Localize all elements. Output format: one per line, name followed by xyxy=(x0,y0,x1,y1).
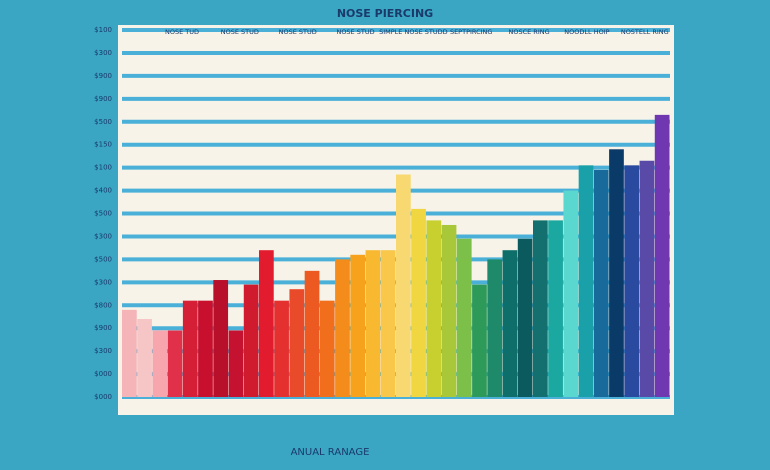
bar xyxy=(137,319,152,397)
bar xyxy=(274,300,289,397)
bar xyxy=(441,224,457,397)
bar xyxy=(122,309,137,397)
y-tick-label: $000 xyxy=(94,370,112,378)
y-tick-label: $500 xyxy=(94,210,112,218)
y-tick-label: $300 xyxy=(94,49,112,57)
bar xyxy=(380,250,396,397)
chart-title: NOSE PIERCING xyxy=(337,7,433,20)
bar xyxy=(365,250,381,397)
y-tick-label: $300 xyxy=(94,232,112,240)
bar xyxy=(472,284,487,397)
y-tick-label: $100 xyxy=(94,26,112,34)
bar xyxy=(198,300,213,397)
y-tick-label: $300 xyxy=(94,278,112,286)
annotation: NOSCE RING xyxy=(508,28,549,36)
bar xyxy=(533,220,548,397)
bar xyxy=(213,280,229,397)
bar xyxy=(639,160,655,397)
annotation: NOODLL HOIP xyxy=(564,28,609,36)
y-tick-label: $900 xyxy=(94,324,112,332)
bar xyxy=(228,330,244,397)
x-axis-label: ANUAL RANAGE xyxy=(291,447,370,458)
annotation: SIMPLE NOSE STUDD xyxy=(379,28,448,36)
y-tick-label: $900 xyxy=(94,95,112,103)
bar xyxy=(152,330,168,397)
y-tick-label: $100 xyxy=(94,164,112,172)
y-tick-label: $500 xyxy=(94,255,112,263)
annotation: NOSE STUD xyxy=(279,28,317,36)
bar xyxy=(502,250,518,397)
bar xyxy=(426,220,442,397)
bar xyxy=(624,165,640,397)
annotation: NOSE TUD xyxy=(165,28,199,36)
bar xyxy=(304,270,320,397)
annotation: SEPTPIRCING xyxy=(450,28,493,36)
bar xyxy=(319,300,335,397)
bar xyxy=(350,254,366,397)
y-tick-label: $800 xyxy=(94,301,112,309)
annotation: NOSTELL RING xyxy=(621,28,669,36)
bar xyxy=(167,330,183,397)
annotation: NOSE STUD xyxy=(336,28,374,36)
bar xyxy=(396,174,411,397)
y-tick-label: $500 xyxy=(94,118,112,126)
bar xyxy=(654,114,670,398)
bar xyxy=(548,220,563,397)
bar xyxy=(487,259,503,397)
bar xyxy=(289,289,305,397)
bar xyxy=(563,190,579,397)
bar xyxy=(259,250,274,397)
bar xyxy=(335,259,350,397)
bar xyxy=(517,238,533,397)
bar xyxy=(609,149,624,397)
y-tick-label: $000 xyxy=(94,393,112,401)
annotation: NOSE STUD xyxy=(221,28,259,36)
bar xyxy=(182,300,198,397)
bar xyxy=(456,238,472,397)
y-tick-label: $150 xyxy=(94,141,112,149)
bar xyxy=(578,165,594,397)
bar xyxy=(243,284,259,397)
y-tick-label: $300 xyxy=(94,347,112,355)
y-tick-label: $400 xyxy=(94,187,112,195)
bar xyxy=(593,169,609,397)
bar xyxy=(411,208,426,397)
y-tick-label: $900 xyxy=(94,72,112,80)
